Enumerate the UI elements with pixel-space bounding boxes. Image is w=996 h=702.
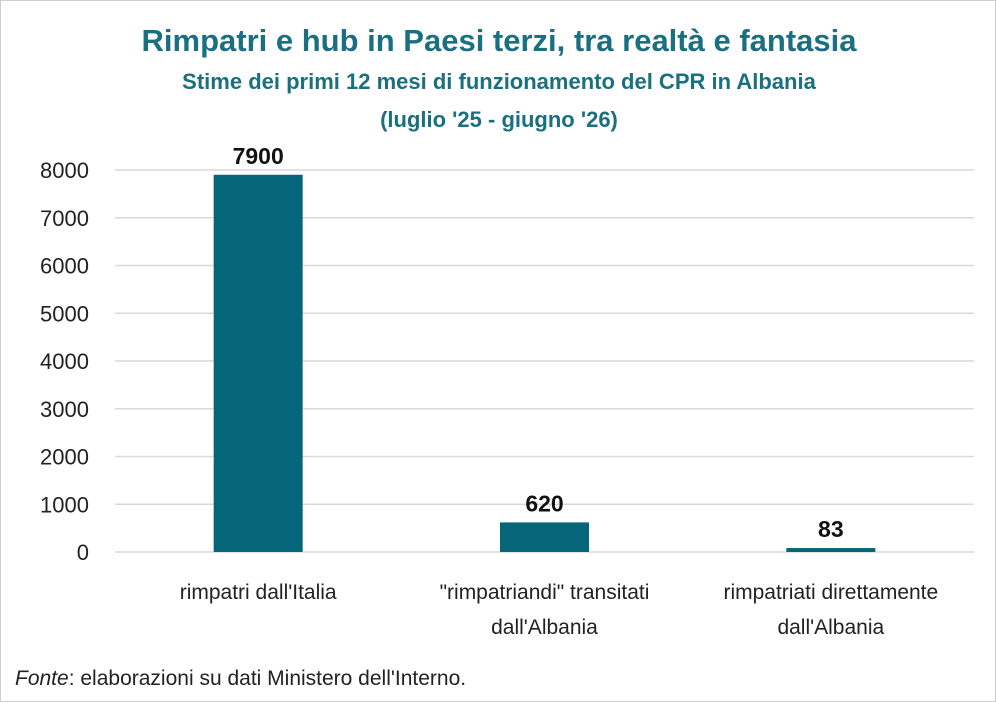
y-tick-label: 8000 (40, 158, 89, 183)
data-label: 83 (818, 516, 844, 542)
y-tick-label: 7000 (40, 206, 89, 231)
y-tick-label: 3000 (40, 397, 89, 422)
source-label: Fonte (15, 667, 69, 690)
data-label: 7900 (233, 143, 284, 169)
x-category-label: "rimpatriandi" transitati (440, 581, 650, 604)
x-category-label: dall'Albania (491, 616, 598, 639)
y-tick-label: 4000 (40, 349, 89, 374)
x-category-label: rimpatriati direttamente (723, 581, 938, 604)
y-tick-label: 1000 (40, 492, 89, 517)
bar (500, 522, 589, 552)
bar (213, 174, 303, 552)
chart-title: Rimpatri e hub in Paesi terzi, tra realt… (141, 23, 857, 58)
y-tick-label: 6000 (40, 254, 89, 279)
y-tick-label: 0 (77, 540, 89, 565)
chart-subtitle: Stime dei primi 12 mesi di funzionamento… (182, 69, 816, 94)
y-tick-label: 2000 (40, 445, 89, 470)
x-category-label: rimpatri dall'Italia (180, 581, 337, 604)
source-note: Fonte: elaborazioni su dati Ministero de… (15, 667, 466, 691)
bar (786, 548, 876, 552)
y-tick-label: 5000 (40, 301, 89, 326)
source-text: : elaborazioni su dati Ministero dell'In… (68, 667, 467, 690)
data-label: 620 (525, 490, 563, 516)
chart-period: (luglio '25 - giugno '26) (380, 107, 618, 132)
bar-chart: 0 1000 2000 3000 4000 5000 6000 7000 8000 7900 rim… (40, 143, 974, 639)
x-category-label: dall'Albania (777, 616, 884, 639)
